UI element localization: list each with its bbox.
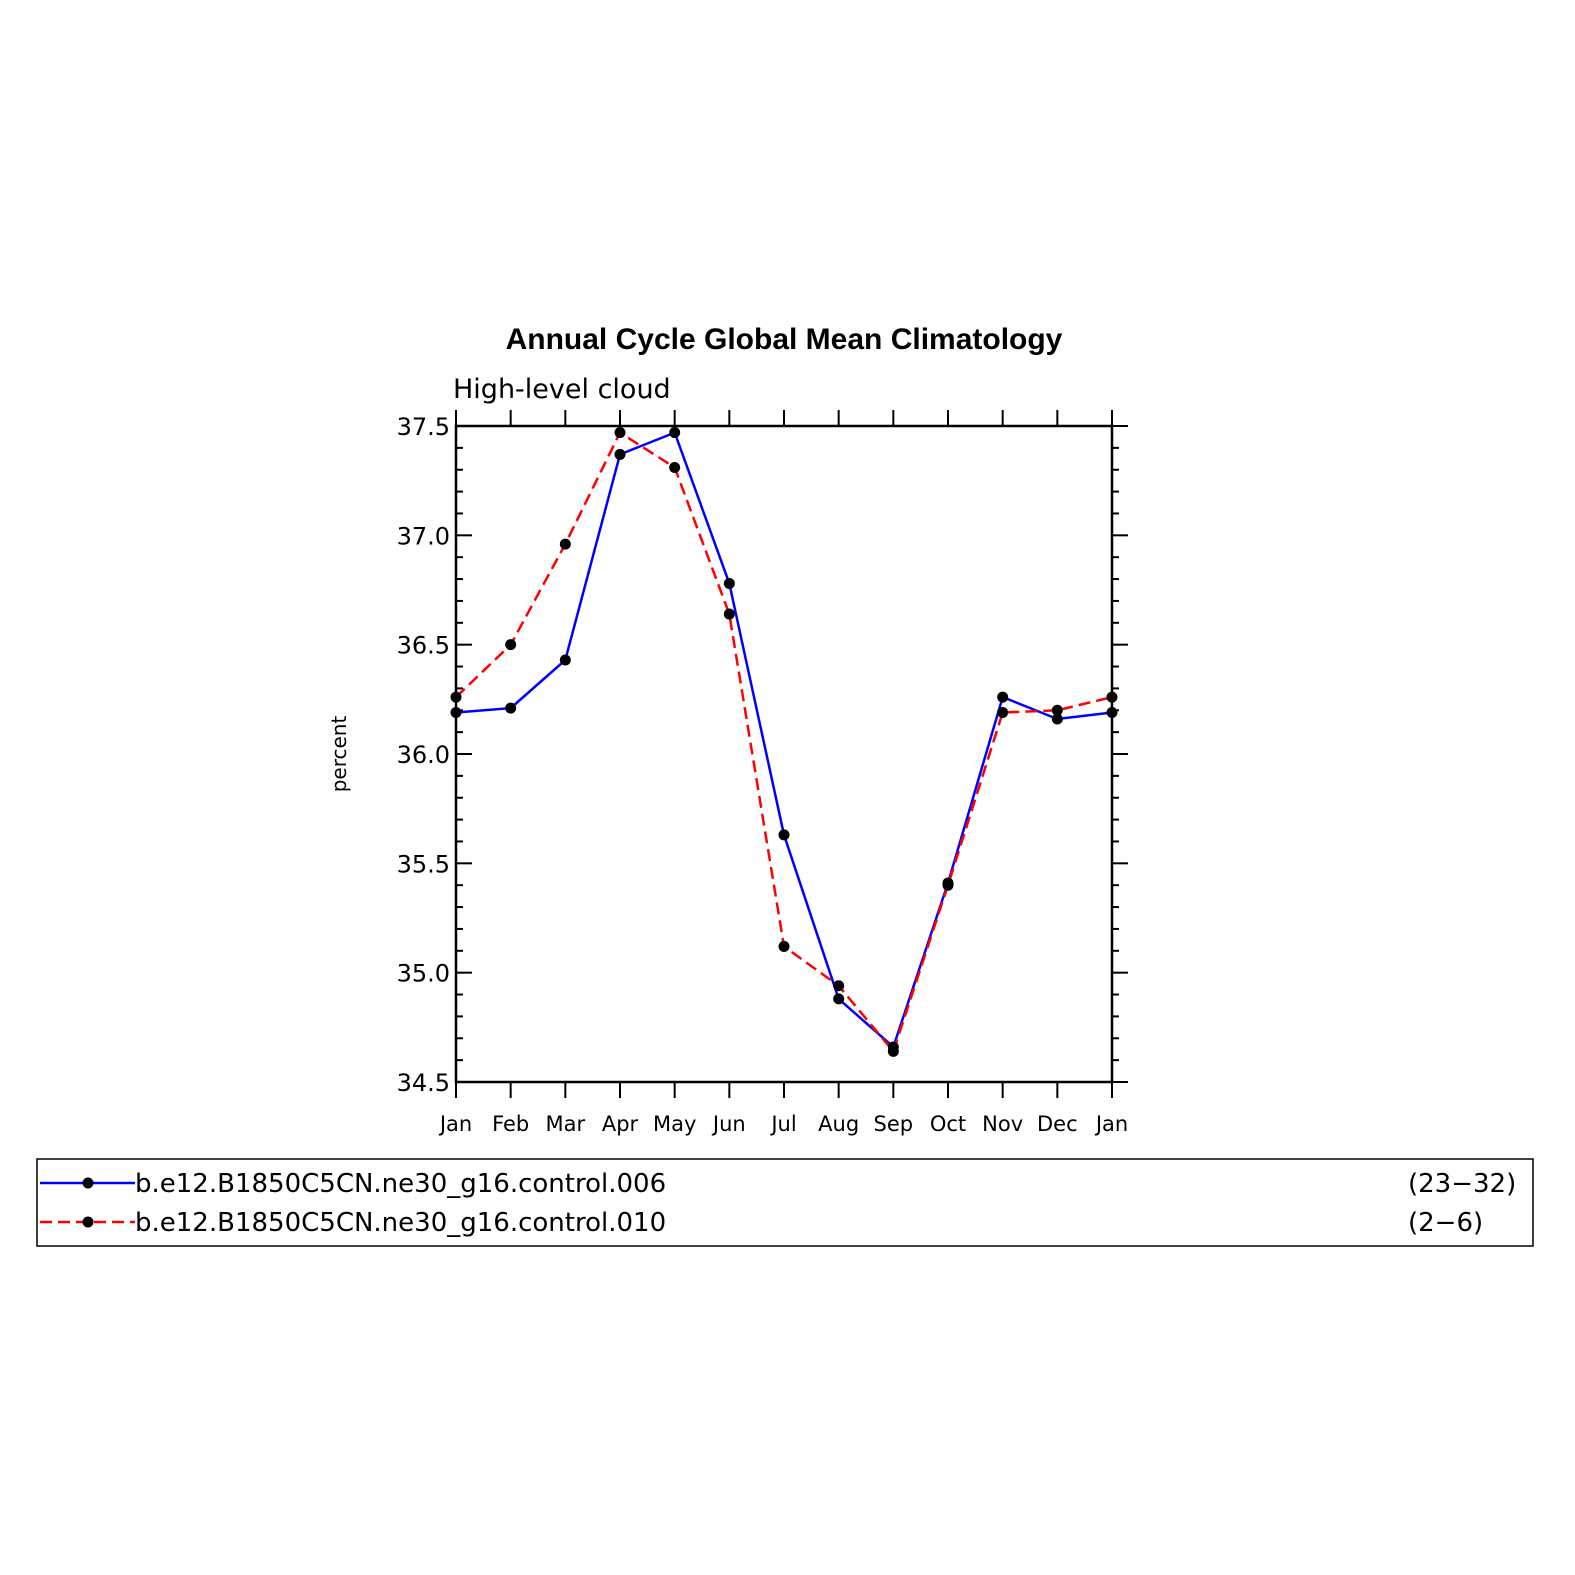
series-line-2 — [455, 430, 1113, 1054]
x-tick-label: Sep — [874, 1112, 914, 1136]
data-point-s1 — [450, 706, 462, 718]
x-tick-labels: Jan Feb Mar Apr May Jun Jul Aug Sep Oct Nov Dec Jan — [438, 1112, 1128, 1136]
data-point-s2 — [942, 879, 954, 891]
data-point-s2 — [997, 706, 1009, 718]
data-point-s2 — [1051, 704, 1063, 716]
data-point-s2 — [559, 538, 571, 550]
data-point-s1 — [997, 691, 1009, 703]
data-point-s1 — [723, 577, 735, 589]
data-point-s2 — [887, 1045, 899, 1057]
series-line-1 — [455, 430, 1113, 1050]
legend-box — [36, 1158, 1534, 1247]
x-tick-label: Dec — [1037, 1112, 1078, 1136]
y-axis-label: percent — [327, 716, 351, 793]
y-tick-label: 34.5 — [397, 1069, 450, 1097]
x-tick-label: Nov — [982, 1112, 1023, 1136]
data-point-s1 — [778, 829, 790, 841]
y-tick-label: 36.5 — [397, 632, 450, 660]
data-point-s1 — [833, 993, 845, 1005]
legend-marker-2 — [82, 1216, 94, 1228]
data-point-s2 — [833, 980, 845, 992]
data-point-s1 — [559, 654, 571, 666]
data-point-s1 — [505, 702, 517, 714]
legend-series-name: b.e12.B1850C5CN.ne30_g16.control.006 — [135, 1169, 666, 1199]
data-point-s1 — [614, 448, 626, 460]
chart-title: Annual Cycle Global Mean Climatology — [506, 323, 1063, 356]
axis-ticks — [455, 410, 1128, 1098]
legend-marker-1 — [82, 1177, 94, 1189]
series-points — [450, 427, 1118, 1057]
x-tick-label: Apr — [602, 1112, 639, 1136]
x-tick-label: Jan — [1094, 1112, 1128, 1136]
legend-series-years: (23−32) — [1408, 1169, 1516, 1199]
data-point-s1 — [669, 427, 681, 439]
data-point-s1 — [1106, 706, 1118, 718]
x-tick-label: May — [653, 1112, 696, 1136]
y-tick-label: 35.0 — [397, 960, 450, 988]
x-tick-label: Jul — [769, 1112, 796, 1136]
x-tick-label: Jan — [438, 1112, 472, 1136]
legend-entries: b.e12.B1850C5CN.ne30_g16.control.006 (23−… — [40, 1169, 1516, 1238]
x-tick-label: Aug — [818, 1112, 859, 1136]
plot-frame — [454, 424, 1114, 1084]
x-tick-label: Oct — [930, 1112, 966, 1136]
data-point-s2 — [614, 427, 626, 439]
legend: b.e12.B1850C5CN.ne30_g16.control.006 (23−… — [36, 1158, 1534, 1247]
data-point-s2 — [669, 462, 681, 474]
x-tick-label: Jun — [711, 1112, 746, 1136]
chart-subtitle: High-level cloud — [453, 374, 671, 405]
legend-series-years: (2−6) — [1408, 1208, 1483, 1238]
data-point-s2 — [505, 639, 517, 651]
y-tick-label: 36.0 — [397, 741, 450, 769]
data-point-s2 — [723, 608, 735, 620]
legend-series-name: b.e12.B1850C5CN.ne30_g16.control.010 — [135, 1208, 666, 1238]
data-point-s2 — [778, 940, 790, 952]
data-point-s1 — [1051, 713, 1063, 725]
y-tick-label: 37.0 — [397, 522, 450, 550]
data-point-s2 — [450, 691, 462, 703]
data-point-s2 — [1106, 691, 1118, 703]
x-tick-label: Feb — [492, 1112, 529, 1136]
y-tick-labels: 37.5 37.0 36.5 36.0 35.5 35.0 34.5 — [397, 413, 450, 1097]
y-tick-label: 35.5 — [397, 850, 450, 878]
x-tick-label: Mar — [546, 1112, 586, 1136]
y-tick-label: 37.5 — [397, 413, 450, 441]
series-lines — [455, 430, 1113, 1054]
